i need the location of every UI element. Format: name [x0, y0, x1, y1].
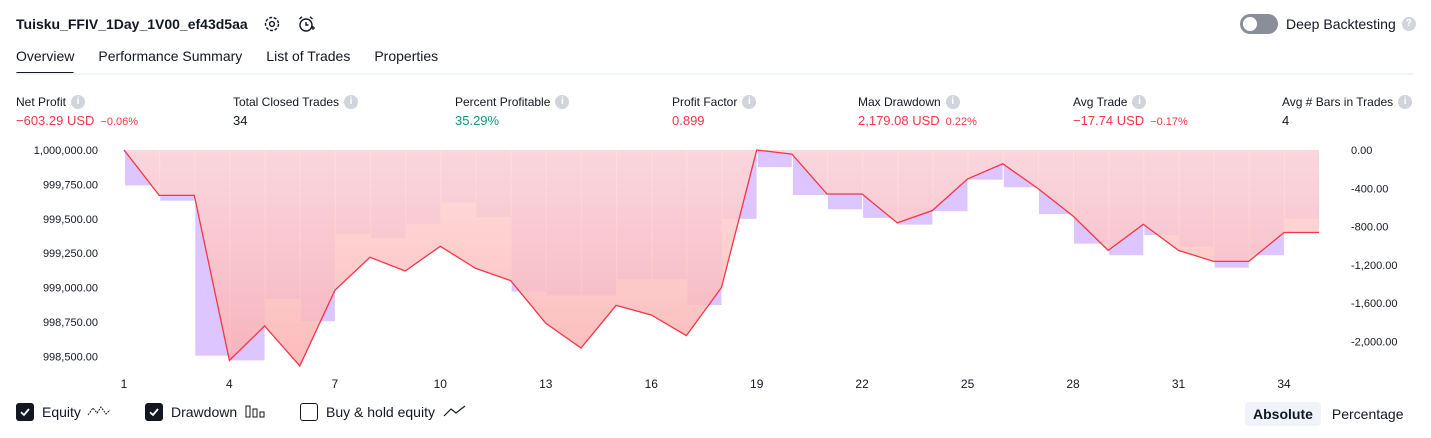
x-tick-label: 4	[226, 377, 233, 391]
settings-gear-icon[interactable]	[262, 14, 282, 34]
y-right-tick-label: -1,200.00	[1351, 260, 1397, 272]
x-tick-label: 28	[1066, 377, 1080, 391]
deep-backtesting-control: Deep Backtesting ?	[1240, 14, 1416, 34]
metric-total-closed-trades: Total Closed Trades i 34	[233, 94, 359, 128]
equity-area	[124, 150, 1320, 366]
metric-label: Avg # Bars in Trades	[1282, 95, 1394, 109]
y-left-tick-label: 999,500.00	[43, 214, 98, 226]
metric-profit-factor: Profit Factor i 0.899	[672, 94, 757, 128]
y-left-tick-label: 998,750.00	[43, 317, 98, 329]
buy-hold-checkbox[interactable]	[300, 403, 318, 421]
metric-label: Avg Trade	[1073, 95, 1128, 109]
metric-max-drawdown: Max Drawdown i 2,179.08 USD 0.22%	[858, 94, 977, 128]
metric-avg-bars-in-trades: Avg # Bars in Trades i 4	[1282, 94, 1413, 128]
y-left-tick-label: 999,250.00	[43, 248, 98, 260]
legend-buy-hold[interactable]: Buy & hold equity	[300, 403, 467, 421]
y-right-tick-label: -800.00	[1351, 222, 1388, 234]
y-right-tick-label: 0.00	[1351, 145, 1372, 157]
tab-overview[interactable]: Overview	[16, 48, 75, 75]
percentage-button[interactable]: Percentage	[1331, 406, 1404, 422]
metric-label: Profit Factor	[672, 95, 738, 109]
y-right-tick-label: -1,600.00	[1351, 298, 1397, 310]
y-right-tick-label: -2,000.00	[1351, 336, 1397, 348]
deep-backtesting-toggle[interactable]	[1240, 14, 1278, 34]
y-left-tick-label: 999,000.00	[43, 283, 98, 295]
drawdown-bars-icon	[245, 404, 265, 421]
x-tick-label: 25	[961, 377, 975, 391]
equity-line-icon	[87, 404, 111, 421]
absolute-button[interactable]: Absolute	[1245, 402, 1321, 426]
y-left-tick-label: 998,500.00	[43, 351, 98, 363]
metric-label: Net Profit	[16, 95, 67, 109]
metric-percent: 0.22%	[945, 116, 977, 128]
info-icon[interactable]: i	[1132, 95, 1147, 109]
tabs-divider	[16, 73, 1414, 75]
info-icon[interactable]: i	[555, 95, 570, 109]
equity-line	[123, 149, 1320, 368]
info-icon[interactable]: i	[344, 95, 359, 109]
display-mode-toggle: Absolute Percentage	[1242, 401, 1412, 427]
y-axis-right: 0.00 -400.00 -800.00 -1,200.00 -1,600.00 -2,0…	[1351, 145, 1397, 348]
deep-backtesting-label: Deep Backtesting	[1286, 16, 1396, 32]
metric-net-profit: Net Profit i −603.29 USD −0.06%	[16, 94, 138, 128]
x-tick-label: 7	[332, 377, 339, 391]
x-tick-label: 1	[121, 377, 128, 391]
info-icon[interactable]: i	[1398, 95, 1413, 109]
x-tick-label: 34	[1277, 377, 1291, 391]
legend-drawdown[interactable]: Drawdown	[145, 403, 265, 421]
info-icon[interactable]: i	[71, 95, 86, 109]
metric-value: −603.29 USD	[16, 113, 95, 128]
info-icon[interactable]: i	[945, 95, 960, 109]
metric-value: 2,179.08 USD	[858, 113, 940, 128]
info-icon[interactable]: i	[742, 95, 757, 109]
y-axis-left: 1,000,000.00 999,750.00 999,500.00 999,250.…	[34, 145, 98, 363]
buy-hold-label: Buy & hold equity	[326, 404, 435, 420]
x-tick-label: 22	[855, 377, 869, 391]
x-tick-label: 13	[539, 377, 553, 391]
metric-percent: −0.17%	[1150, 116, 1188, 128]
legend-equity[interactable]: Equity	[16, 403, 111, 421]
metric-label: Total Closed Trades	[233, 95, 340, 109]
strategy-title: Tuisku_FFIV_1Day_1V00_ef43d5aa	[16, 16, 248, 32]
drawdown-checkbox[interactable]	[145, 403, 163, 421]
metric-label: Percent Profitable	[455, 95, 551, 109]
metric-value: 35.29%	[455, 113, 500, 128]
equity-label: Equity	[42, 404, 81, 420]
x-tick-label: 10	[434, 377, 448, 391]
help-icon[interactable]: ?	[1401, 17, 1416, 31]
x-tick-label: 31	[1172, 377, 1186, 391]
x-tick-label: 16	[645, 377, 659, 391]
alarm-clock-icon[interactable]	[296, 14, 316, 34]
x-tick-label: 19	[750, 377, 764, 391]
tab-performance-summary[interactable]: Performance Summary	[98, 48, 243, 64]
metric-percent-profitable: Percent Profitable i 35.29%	[455, 94, 570, 128]
tab-list-of-trades[interactable]: List of Trades	[266, 48, 351, 64]
drawdown-label: Drawdown	[171, 404, 238, 420]
metric-label: Max Drawdown	[858, 95, 941, 109]
equity-drawdown-chart[interactable]: 1,000,000.00 999,750.00 999,500.00 999,250.…	[0, 140, 1431, 395]
metric-avg-trade: Avg Trade i −17.74 USD −0.17%	[1073, 94, 1188, 128]
x-axis: 1 4 7 10 13 16 19 22 25 28 31 34	[121, 377, 1291, 391]
metric-value: −17.74 USD	[1073, 113, 1145, 128]
buy-hold-line-icon	[443, 404, 467, 421]
report-tabs: Overview Performance Summary List of Tra…	[16, 48, 462, 75]
tab-properties[interactable]: Properties	[374, 48, 439, 64]
drawdown-bar	[757, 150, 792, 168]
metric-percent: −0.06%	[100, 116, 139, 128]
metric-value: 0.899	[672, 113, 705, 128]
equity-checkbox[interactable]	[16, 403, 34, 421]
metric-value: 4	[1282, 113, 1290, 128]
metric-value: 34	[233, 113, 248, 128]
y-left-tick-label: 999,750.00	[43, 179, 98, 191]
y-left-tick-label: 1,000,000.00	[34, 145, 98, 157]
y-right-tick-label: -400.00	[1351, 183, 1388, 195]
